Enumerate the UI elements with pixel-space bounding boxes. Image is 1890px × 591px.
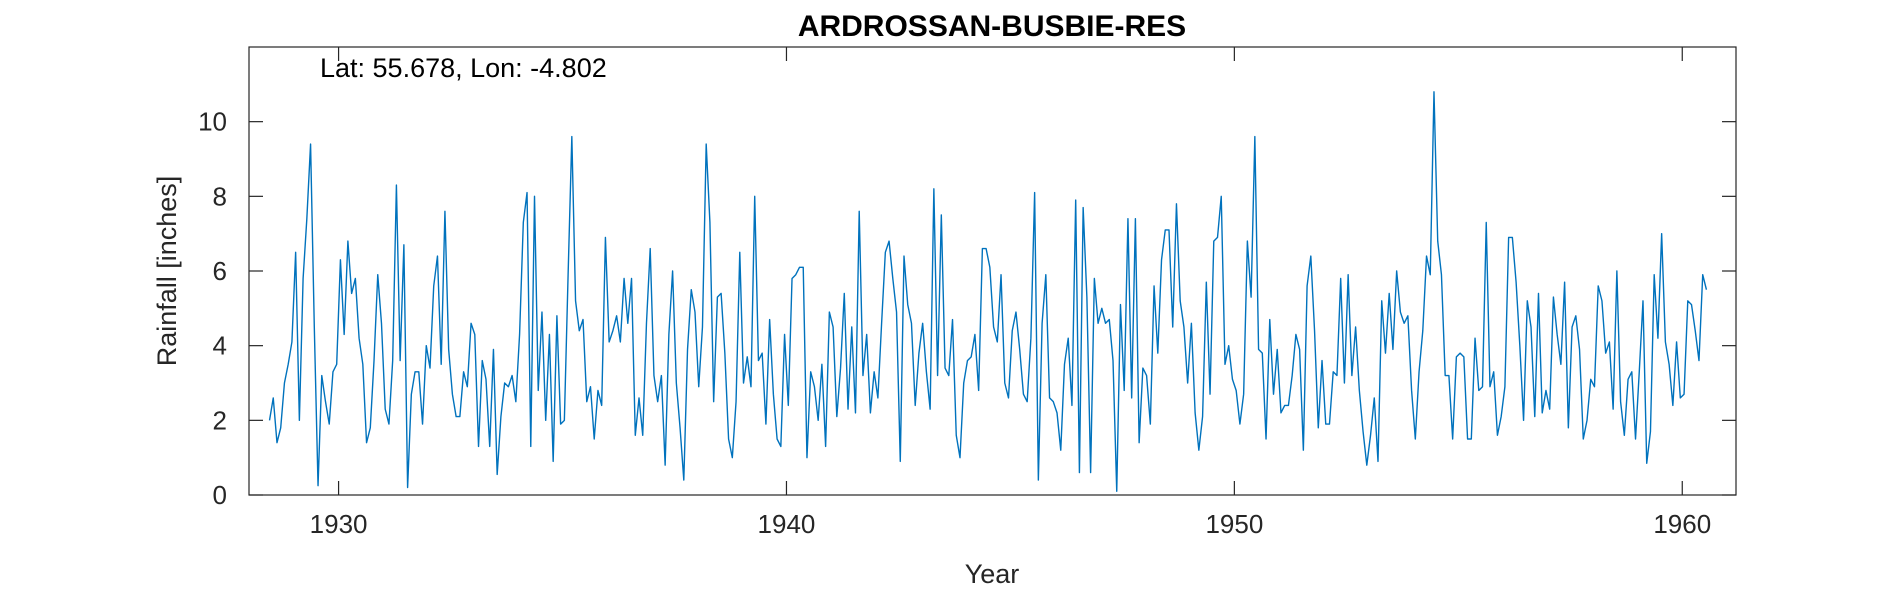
x-tick-label: 1930 <box>310 509 368 539</box>
y-tick-label: 8 <box>213 181 227 211</box>
x-tick-label: 1950 <box>1205 509 1263 539</box>
y-tick-label: 4 <box>213 331 227 361</box>
x-axis-ticks: 1930 1940 1950 1960 <box>310 47 1711 539</box>
y-tick-label: 6 <box>213 256 227 286</box>
rainfall-line <box>268 91 1708 492</box>
x-axis-label: Year <box>965 559 1020 589</box>
x-tick-label: 1960 <box>1653 509 1711 539</box>
y-axis-ticks: 0 2 4 6 8 10 <box>198 107 1736 510</box>
rainfall-series <box>268 91 1708 492</box>
plot-area <box>248 46 1737 496</box>
chart-title: ARDROSSAN-BUSBIE-RES <box>798 10 1186 43</box>
y-tick-label: 0 <box>213 480 227 510</box>
y-tick-label: 2 <box>213 405 227 435</box>
y-tick-label: 10 <box>198 107 227 137</box>
location-annotation: Lat: 55.678, Lon: -4.802 <box>320 53 607 83</box>
y-axis-label: Rainfall [inches] <box>152 176 182 367</box>
x-tick-label: 1940 <box>758 509 816 539</box>
axes-background <box>249 47 1736 495</box>
